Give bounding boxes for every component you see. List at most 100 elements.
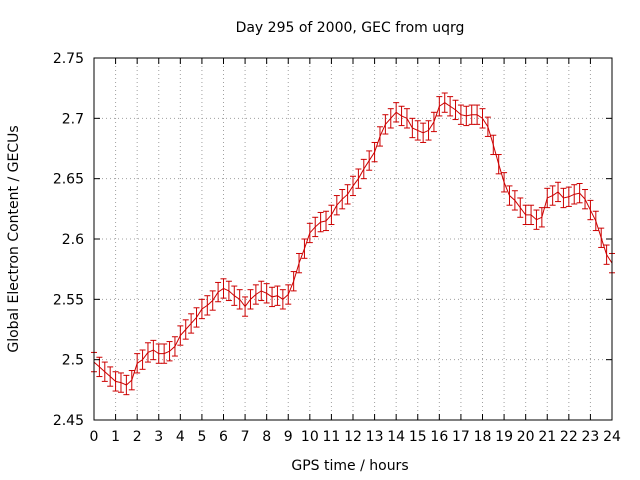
data-point bbox=[463, 105, 470, 127]
data-point bbox=[263, 283, 270, 304]
data-point bbox=[171, 336, 178, 357]
data-point bbox=[134, 353, 141, 374]
data-point bbox=[565, 186, 572, 207]
data-point bbox=[269, 286, 276, 308]
data-point bbox=[371, 141, 378, 163]
data-point bbox=[366, 150, 373, 171]
data-point bbox=[414, 120, 421, 141]
data-point bbox=[220, 278, 227, 299]
data-point bbox=[247, 289, 254, 310]
x-tick-label: 13 bbox=[366, 429, 384, 445]
data-point bbox=[555, 181, 562, 203]
x-tick-label: 11 bbox=[323, 429, 341, 445]
x-tick-label: 22 bbox=[560, 429, 578, 445]
x-tick-labels: 0 1 2 3 4 5 6 7 8 9 10 11 12 13 14 15 16 17 18 19 20 21 22 23 24 bbox=[90, 429, 621, 445]
data-point bbox=[560, 187, 567, 209]
data-point bbox=[576, 182, 583, 204]
data-point bbox=[193, 307, 200, 328]
data-point bbox=[387, 108, 394, 129]
y-tick-label: 2.75 bbox=[53, 51, 84, 67]
data-point bbox=[441, 92, 448, 113]
data-point bbox=[393, 102, 400, 123]
data-point bbox=[177, 325, 184, 346]
data-point bbox=[355, 168, 362, 189]
data-point bbox=[398, 105, 405, 127]
data-point bbox=[592, 210, 599, 232]
data-point bbox=[231, 285, 238, 306]
data-point bbox=[204, 295, 211, 316]
data-point bbox=[279, 289, 286, 310]
data-point bbox=[522, 204, 529, 226]
x-tick-label: 18 bbox=[474, 429, 492, 445]
data-point bbox=[328, 204, 335, 226]
data-point bbox=[317, 211, 324, 233]
data-point bbox=[479, 108, 486, 129]
data-point bbox=[582, 189, 589, 210]
data-point bbox=[339, 189, 346, 210]
x-tick-label: 7 bbox=[241, 429, 250, 445]
data-point bbox=[474, 104, 481, 125]
data-point bbox=[501, 172, 508, 193]
data-point bbox=[517, 197, 524, 218]
x-tick-label: 12 bbox=[344, 429, 362, 445]
x-tick-label: 16 bbox=[430, 429, 448, 445]
data-point bbox=[506, 185, 513, 206]
data-point bbox=[350, 175, 356, 197]
data-point bbox=[242, 296, 249, 317]
x-tick-label: 15 bbox=[409, 429, 427, 445]
data-point bbox=[333, 195, 340, 216]
x-tick-label: 19 bbox=[495, 429, 513, 445]
y-tick-label: 2.7 bbox=[62, 111, 84, 127]
data-point bbox=[139, 349, 146, 370]
x-tick-label: 20 bbox=[517, 429, 535, 445]
data-point bbox=[409, 117, 416, 139]
data-point bbox=[323, 210, 330, 232]
data-point bbox=[161, 343, 168, 364]
x-tick-label: 21 bbox=[538, 429, 556, 445]
x-tick-label: 4 bbox=[176, 429, 185, 445]
data-point bbox=[182, 319, 189, 340]
data-point bbox=[225, 280, 232, 302]
data-point bbox=[495, 154, 502, 175]
data-point bbox=[301, 238, 308, 259]
data-point bbox=[188, 313, 195, 334]
data-point bbox=[117, 372, 124, 393]
data-point bbox=[296, 252, 303, 274]
data-point bbox=[382, 114, 389, 135]
data-point bbox=[306, 222, 313, 244]
data-point bbox=[425, 120, 432, 141]
x-tick-label: 24 bbox=[603, 429, 621, 445]
y-tick-labels: 2.45 2.5 2.55 2.6 2.65 2.7 2.75 bbox=[53, 51, 84, 429]
x-tick-label: 2 bbox=[133, 429, 142, 445]
data-point bbox=[112, 371, 119, 392]
x-tick-label: 1 bbox=[111, 429, 120, 445]
data-point bbox=[360, 158, 367, 180]
data-point bbox=[144, 342, 151, 363]
y-tick-label: 2.45 bbox=[53, 413, 84, 429]
grid bbox=[94, 58, 612, 420]
data-point bbox=[215, 281, 222, 303]
data-point bbox=[258, 280, 265, 302]
data-point bbox=[344, 184, 351, 205]
x-tick-label: 10 bbox=[301, 429, 319, 445]
x-tick-label: 8 bbox=[262, 429, 271, 445]
data-point bbox=[252, 284, 259, 305]
data-point bbox=[457, 104, 464, 125]
data-point bbox=[452, 99, 459, 121]
x-tick-label: 6 bbox=[219, 429, 228, 445]
chart-title: Day 295 of 2000, GEC from uqrg bbox=[236, 20, 465, 36]
data-point bbox=[484, 116, 491, 137]
data-point bbox=[587, 199, 594, 221]
data-point bbox=[123, 374, 130, 396]
x-tick-label: 9 bbox=[284, 429, 293, 445]
data-point bbox=[603, 244, 610, 265]
data-point bbox=[150, 339, 157, 361]
data-point bbox=[511, 190, 518, 211]
data-point bbox=[101, 361, 108, 382]
x-tick-label: 14 bbox=[387, 429, 405, 445]
data-point bbox=[490, 134, 497, 156]
data-point bbox=[285, 284, 292, 305]
x-tick-label: 5 bbox=[197, 429, 206, 445]
